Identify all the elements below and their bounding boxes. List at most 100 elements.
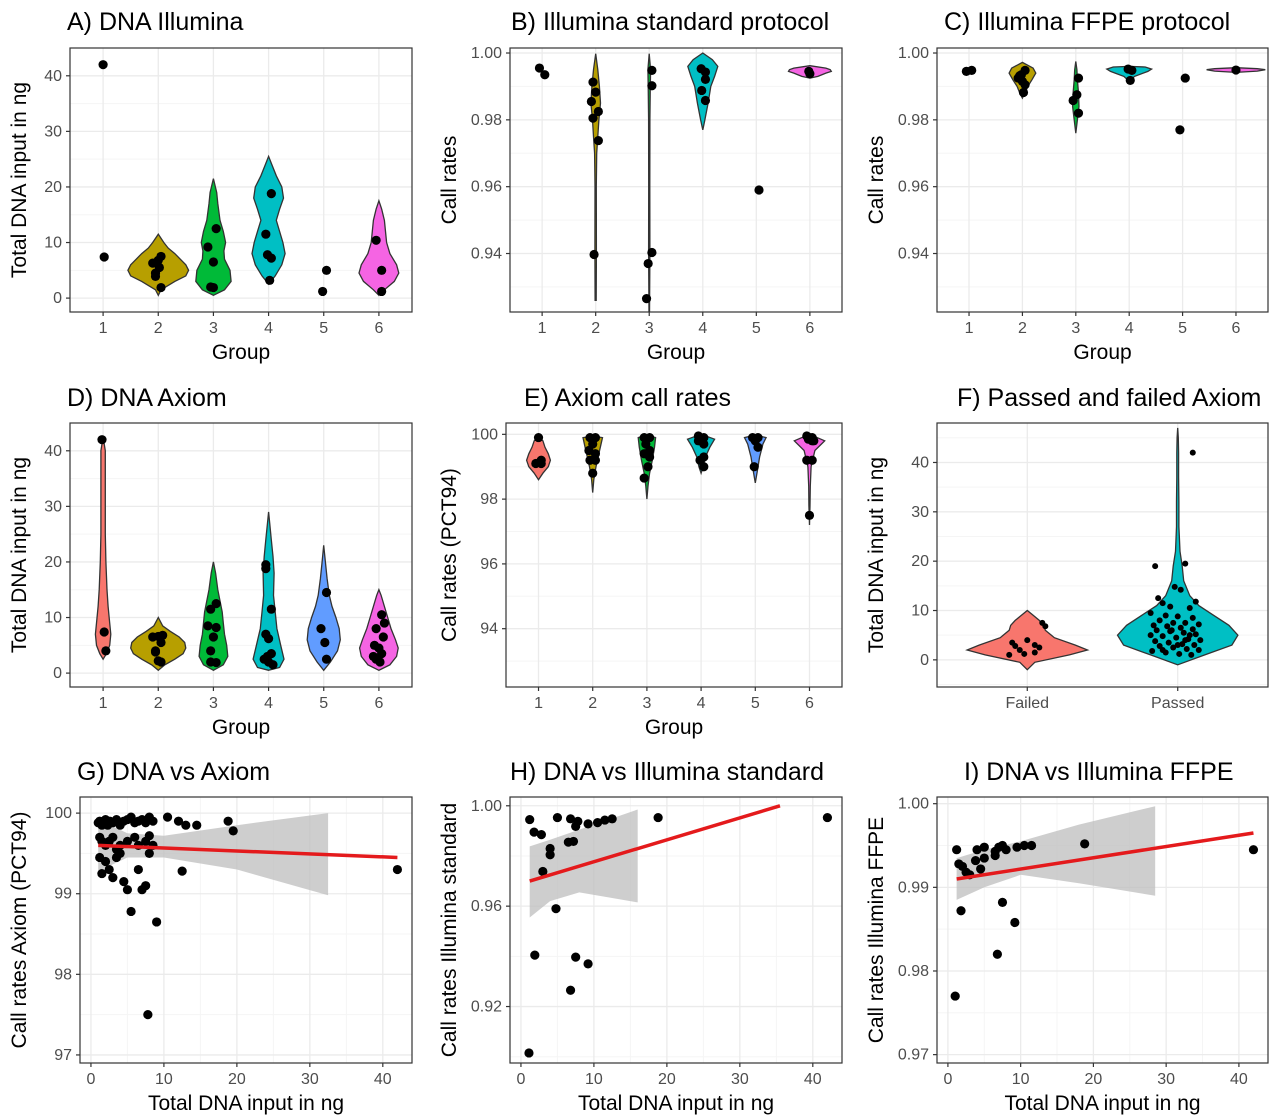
data-point [1080, 839, 1090, 849]
plot-content [94, 435, 399, 672]
data-point [122, 836, 133, 846]
data-point [1012, 643, 1019, 650]
plot-area [510, 48, 842, 312]
data-point [1159, 646, 1166, 653]
data-point [552, 812, 563, 823]
data-point [1152, 638, 1159, 645]
x-tick-label: 5 [751, 695, 760, 712]
data-point [1026, 840, 1037, 851]
violin-group-3 [195, 178, 232, 297]
data-point [156, 251, 166, 262]
data-point [375, 657, 385, 667]
y-tick-label: 1.00 [471, 798, 502, 815]
data-point [1153, 627, 1160, 634]
data-point [377, 265, 387, 275]
x-tick-label: 1 [534, 695, 543, 712]
data-point [534, 63, 545, 73]
data-point [320, 637, 330, 648]
y-tick-label: 0 [53, 665, 62, 682]
data-point [1175, 125, 1185, 135]
data-point [266, 189, 276, 199]
data-point [143, 1010, 153, 1020]
data-point [571, 821, 581, 831]
y-tick-label: 0.96 [898, 179, 929, 196]
data-point [525, 814, 535, 825]
data-point [379, 618, 390, 628]
y-tick-label: 0.94 [471, 246, 502, 263]
y-tick-label: 0.98 [471, 112, 502, 129]
y-tick-label: 0.96 [471, 179, 502, 196]
data-point [1189, 614, 1196, 621]
panel-title: C) Illumina FFPE protocol [944, 8, 1230, 36]
data-point [177, 866, 187, 876]
data-point [1183, 646, 1190, 653]
data-point [1152, 563, 1159, 570]
data-point [990, 850, 1000, 861]
data-point [1173, 634, 1180, 641]
data-point [540, 70, 550, 80]
data-point [583, 959, 593, 969]
y-tick-label: 100 [45, 805, 72, 822]
panel-d: 0 10 20 30 40 1 2 3 4 5 6 D) DNA Axiom Group Total DN… [8, 384, 413, 739]
data-point [1189, 449, 1196, 456]
data-point [590, 449, 601, 459]
y-tick-label: 0.98 [898, 963, 929, 980]
data-point [822, 812, 833, 823]
data-point [586, 96, 596, 107]
y-axis-label: Call rates Illumina FFPE [865, 817, 888, 1043]
violin-group-3 [198, 561, 229, 672]
data-point [152, 917, 162, 927]
panel-title: F) Passed and failed Axiom [957, 384, 1261, 412]
data-point [1164, 623, 1171, 630]
data-point [1068, 95, 1078, 106]
x-tick-label: 3 [209, 695, 218, 712]
data-point [371, 624, 381, 634]
data-point [156, 637, 166, 648]
data-point [1174, 613, 1181, 620]
data-point [538, 866, 548, 877]
data-point [1180, 629, 1187, 636]
data-point [967, 65, 977, 75]
panel-border [79, 796, 413, 1064]
x-tick-label: 40 [804, 1071, 822, 1088]
data-point [156, 282, 166, 293]
data-point [378, 632, 388, 642]
data-point [805, 69, 815, 79]
x-tick-label: 6 [374, 695, 383, 712]
data-point [802, 455, 812, 465]
data-point [524, 1048, 534, 1058]
x-tick-label: Passed [1151, 695, 1204, 712]
data-point [1189, 626, 1196, 633]
x-tick-label: 40 [374, 1071, 392, 1088]
data-point [1195, 646, 1202, 653]
x-tick-label: 3 [209, 320, 218, 337]
data-point [1006, 651, 1013, 658]
y-tick-label: 100 [471, 426, 498, 443]
data-point [1020, 80, 1030, 90]
data-point [173, 816, 184, 826]
data-point [600, 815, 610, 825]
data-point [228, 826, 238, 836]
data-point [141, 881, 151, 891]
data-point [643, 258, 653, 269]
y-tick-label: 0.92 [471, 999, 502, 1016]
panel-g: 97 98 99 100 0 10 20 30 40 G) DNA vs Axiom Total D… [8, 758, 413, 1115]
data-point [1180, 73, 1190, 83]
data-point [529, 827, 539, 837]
data-point [979, 853, 989, 863]
x-tick-label: 4 [1125, 320, 1134, 337]
x-tick-label: 30 [1157, 1071, 1175, 1088]
data-point [371, 235, 381, 245]
x-axis-label: Group [1073, 341, 1131, 364]
data-point [1015, 71, 1025, 81]
panel-border [509, 796, 843, 1064]
x-tick-label: 4 [264, 320, 273, 337]
x-axis-label: Total DNA input in ng [578, 1092, 774, 1115]
data-point [1177, 624, 1184, 631]
data-point [1021, 650, 1028, 657]
violin-group-passed [1116, 427, 1239, 666]
violin-group-4 [252, 511, 285, 671]
data-point [97, 868, 107, 879]
data-point [119, 877, 129, 887]
